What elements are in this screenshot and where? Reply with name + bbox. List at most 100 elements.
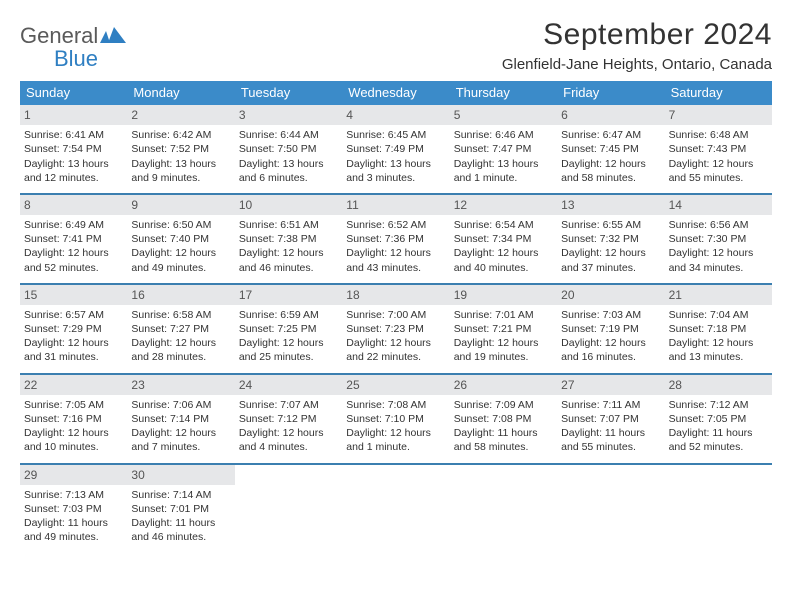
calendar-body: 1Sunrise: 6:41 AMSunset: 7:54 PMDaylight… xyxy=(20,105,772,552)
daylight-line: Daylight: 12 hours and 52 minutes. xyxy=(24,246,123,274)
calendar-day: 3Sunrise: 6:44 AMSunset: 7:50 PMDaylight… xyxy=(235,105,342,193)
daylight-line: Daylight: 12 hours and 1 minute. xyxy=(346,426,445,454)
daylight-line: Daylight: 12 hours and 58 minutes. xyxy=(561,157,660,185)
calendar-day: 18Sunrise: 7:00 AMSunset: 7:23 PMDayligh… xyxy=(342,285,449,373)
sunrise-line: Sunrise: 7:12 AM xyxy=(669,398,768,412)
day-number: 15 xyxy=(20,285,127,305)
sunset-line: Sunset: 7:36 PM xyxy=(346,232,445,246)
header: General Blue September 2024 Glenfield-Ja… xyxy=(20,18,772,73)
calendar-day: 7Sunrise: 6:48 AMSunset: 7:43 PMDaylight… xyxy=(665,105,772,193)
sunset-line: Sunset: 7:08 PM xyxy=(454,412,553,426)
day-number: 9 xyxy=(127,195,234,215)
daylight-line: Daylight: 12 hours and 55 minutes. xyxy=(669,157,768,185)
sunset-line: Sunset: 7:38 PM xyxy=(239,232,338,246)
daylight-line: Daylight: 12 hours and 4 minutes. xyxy=(239,426,338,454)
sunrise-line: Sunrise: 6:46 AM xyxy=(454,128,553,142)
sunrise-line: Sunrise: 6:42 AM xyxy=(131,128,230,142)
logo-text: General Blue xyxy=(20,24,126,70)
day-header-wed: Wednesday xyxy=(342,81,449,105)
calendar-day-empty xyxy=(235,465,342,553)
sunset-line: Sunset: 7:14 PM xyxy=(131,412,230,426)
sunset-line: Sunset: 7:34 PM xyxy=(454,232,553,246)
logo-mark-icon xyxy=(100,23,126,48)
sunset-line: Sunset: 7:47 PM xyxy=(454,142,553,156)
sunset-line: Sunset: 7:25 PM xyxy=(239,322,338,336)
day-number: 11 xyxy=(342,195,449,215)
day-header-mon: Monday xyxy=(127,81,234,105)
calendar-day: 22Sunrise: 7:05 AMSunset: 7:16 PMDayligh… xyxy=(20,375,127,463)
calendar-day: 1Sunrise: 6:41 AMSunset: 7:54 PMDaylight… xyxy=(20,105,127,193)
sunset-line: Sunset: 7:16 PM xyxy=(24,412,123,426)
day-number: 16 xyxy=(127,285,234,305)
sunset-line: Sunset: 7:54 PM xyxy=(24,142,123,156)
day-number: 23 xyxy=(127,375,234,395)
sunset-line: Sunset: 7:29 PM xyxy=(24,322,123,336)
sunrise-line: Sunrise: 6:52 AM xyxy=(346,218,445,232)
day-number: 13 xyxy=(557,195,664,215)
day-number: 26 xyxy=(450,375,557,395)
sunrise-line: Sunrise: 6:57 AM xyxy=(24,308,123,322)
sunset-line: Sunset: 7:01 PM xyxy=(131,502,230,516)
sunrise-line: Sunrise: 6:59 AM xyxy=(239,308,338,322)
calendar-day: 28Sunrise: 7:12 AMSunset: 7:05 PMDayligh… xyxy=(665,375,772,463)
day-number: 19 xyxy=(450,285,557,305)
day-number: 8 xyxy=(20,195,127,215)
day-number: 21 xyxy=(665,285,772,305)
calendar-day: 15Sunrise: 6:57 AMSunset: 7:29 PMDayligh… xyxy=(20,285,127,373)
sunrise-line: Sunrise: 6:54 AM xyxy=(454,218,553,232)
sunset-line: Sunset: 7:21 PM xyxy=(454,322,553,336)
day-number: 4 xyxy=(342,105,449,125)
day-number: 3 xyxy=(235,105,342,125)
sunrise-line: Sunrise: 6:58 AM xyxy=(131,308,230,322)
sunset-line: Sunset: 7:43 PM xyxy=(669,142,768,156)
day-number: 25 xyxy=(342,375,449,395)
day-number: 1 xyxy=(20,105,127,125)
calendar-day: 6Sunrise: 6:47 AMSunset: 7:45 PMDaylight… xyxy=(557,105,664,193)
sunrise-line: Sunrise: 7:14 AM xyxy=(131,488,230,502)
day-number: 27 xyxy=(557,375,664,395)
day-number: 20 xyxy=(557,285,664,305)
sunrise-line: Sunrise: 6:45 AM xyxy=(346,128,445,142)
sunset-line: Sunset: 7:07 PM xyxy=(561,412,660,426)
calendar-day: 13Sunrise: 6:55 AMSunset: 7:32 PMDayligh… xyxy=(557,195,664,283)
sunrise-line: Sunrise: 6:51 AM xyxy=(239,218,338,232)
calendar-day: 14Sunrise: 6:56 AMSunset: 7:30 PMDayligh… xyxy=(665,195,772,283)
calendar-day: 2Sunrise: 6:42 AMSunset: 7:52 PMDaylight… xyxy=(127,105,234,193)
sunrise-line: Sunrise: 7:08 AM xyxy=(346,398,445,412)
calendar-day: 12Sunrise: 6:54 AMSunset: 7:34 PMDayligh… xyxy=(450,195,557,283)
calendar-week: 15 Sunrise: 6:57 AMSunset: 7:29 PM Dayligh… xyxy=(20,283,772,373)
day-header-fri: Friday xyxy=(557,81,664,105)
daylight-line: Daylight: 12 hours and 19 minutes. xyxy=(454,336,553,364)
daylight-line: Daylight: 12 hours and 49 minutes. xyxy=(131,246,230,274)
sunrise-line: Sunrise: 7:07 AM xyxy=(239,398,338,412)
daylight-line: Daylight: 12 hours and 34 minutes. xyxy=(669,246,768,274)
sunrise-line: Sunrise: 6:49 AM xyxy=(24,218,123,232)
sunset-line: Sunset: 7:18 PM xyxy=(669,322,768,336)
day-number: 28 xyxy=(665,375,772,395)
sunrise-line: Sunrise: 6:56 AM xyxy=(669,218,768,232)
sunset-line: Sunset: 7:12 PM xyxy=(239,412,338,426)
sunset-line: Sunset: 7:52 PM xyxy=(131,142,230,156)
daylight-line: Daylight: 12 hours and 37 minutes. xyxy=(561,246,660,274)
sunrise-line: Sunrise: 7:00 AM xyxy=(346,308,445,322)
daylight-line: Daylight: 13 hours and 1 minute. xyxy=(454,157,553,185)
day-header-thu: Thursday xyxy=(450,81,557,105)
daylight-line: Daylight: 13 hours and 12 minutes. xyxy=(24,157,123,185)
day-number: 17 xyxy=(235,285,342,305)
sunrise-line: Sunrise: 7:05 AM xyxy=(24,398,123,412)
day-number: 2 xyxy=(127,105,234,125)
calendar-day: 29Sunrise: 7:13 AMSunset: 7:03 PMDayligh… xyxy=(20,465,127,553)
calendar-day: 25Sunrise: 7:08 AMSunset: 7:10 PMDayligh… xyxy=(342,375,449,463)
calendar-day: 4Sunrise: 6:45 AMSunset: 7:49 PMDaylight… xyxy=(342,105,449,193)
day-number: 5 xyxy=(450,105,557,125)
sunrise-line: Sunrise: 7:13 AM xyxy=(24,488,123,502)
location: Glenfield-Jane Heights, Ontario, Canada xyxy=(502,56,772,73)
calendar-day: 10Sunrise: 6:51 AMSunset: 7:38 PMDayligh… xyxy=(235,195,342,283)
sunset-line: Sunset: 7:41 PM xyxy=(24,232,123,246)
day-number: 30 xyxy=(127,465,234,485)
sunset-line: Sunset: 7:05 PM xyxy=(669,412,768,426)
daylight-line: Daylight: 11 hours and 49 minutes. xyxy=(24,516,123,544)
title-block: September 2024 Glenfield-Jane Heights, O… xyxy=(502,18,772,73)
daylight-line: Daylight: 13 hours and 3 minutes. xyxy=(346,157,445,185)
sunrise-line: Sunrise: 7:09 AM xyxy=(454,398,553,412)
